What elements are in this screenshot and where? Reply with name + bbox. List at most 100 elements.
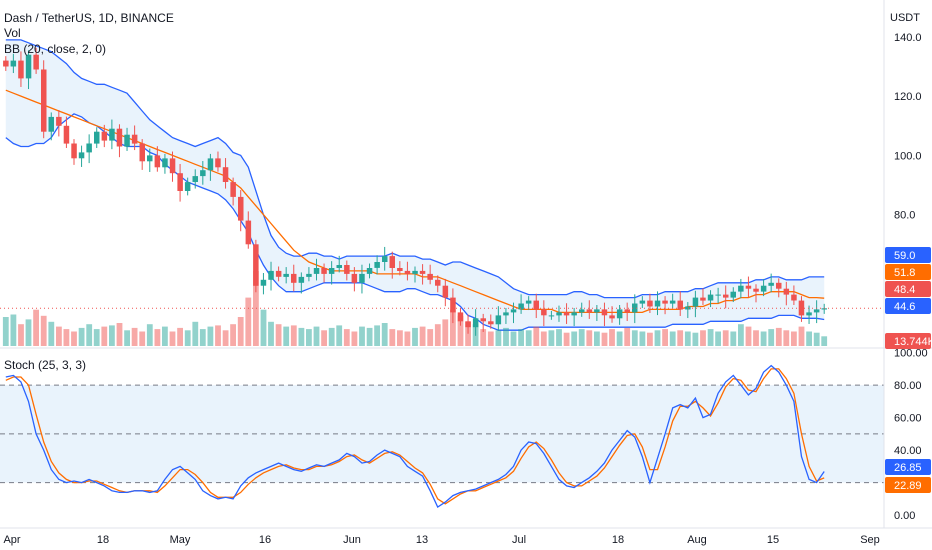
candle-body: [488, 321, 494, 325]
volume-bar: [450, 309, 456, 346]
volume-bar: [237, 317, 244, 346]
candle-body: [169, 158, 176, 174]
candle-body: [624, 309, 630, 313]
price-badge-bg: [885, 247, 931, 263]
candle-body: [806, 312, 812, 316]
candle-body: [313, 268, 320, 274]
candle-body: [86, 143, 92, 153]
volume-bar: [465, 321, 471, 346]
stoch-legend[interactable]: Stoch (25, 3, 3): [4, 358, 87, 372]
volume-bar: [321, 330, 327, 346]
candle-body: [518, 303, 524, 310]
volume-bar: [154, 329, 161, 346]
price-badge-bg: [885, 281, 931, 297]
bb-fill: [5, 39, 825, 331]
volume-bar: [775, 327, 782, 346]
candle-body: [556, 312, 562, 316]
stoch-tick-label: 0.00: [894, 510, 915, 522]
volume-bar: [116, 323, 123, 346]
volume-bar: [199, 329, 206, 346]
stoch-tick-label: 80.00: [894, 380, 922, 392]
candle-body: [230, 182, 236, 197]
volume-bar: [700, 330, 706, 346]
volume-bar: [594, 331, 600, 346]
volume-bar: [434, 324, 441, 346]
time-tick-label: 18: [97, 534, 109, 546]
volume-bar: [366, 327, 373, 346]
candle-body: [328, 268, 335, 274]
volume-bar: [419, 326, 426, 346]
volume-bar: [207, 326, 214, 346]
volume-bar: [381, 323, 388, 346]
candle-body: [723, 294, 729, 298]
price-badge: 48.4: [894, 284, 915, 296]
stoch-k-line: [5, 364, 825, 508]
volume-bar: [806, 331, 812, 346]
candle-body: [707, 294, 714, 301]
volume-bar: [427, 329, 434, 346]
volume-bar: [351, 331, 358, 346]
volume-bar: [639, 331, 646, 346]
volume-bar: [586, 330, 593, 346]
time-tick-label: May: [170, 534, 191, 546]
volume-bar: [86, 324, 93, 346]
volume-legend[interactable]: Vol: [4, 26, 21, 40]
volume-bar: [412, 327, 418, 346]
stoch-tick-label: 100.00: [894, 348, 928, 360]
volume-bar: [40, 315, 47, 346]
volume-bar: [109, 325, 115, 346]
volume-bar: [684, 331, 691, 346]
price-pane[interactable]: [0, 39, 884, 336]
candle-body: [139, 143, 145, 162]
candle-body: [344, 265, 350, 274]
candle-body: [154, 155, 161, 168]
candle-body: [427, 273, 433, 280]
candle-body: [525, 300, 532, 304]
candle-body: [200, 170, 206, 177]
candle-body: [404, 270, 411, 274]
volume-bar: [33, 309, 39, 346]
candle-body: [162, 158, 168, 168]
stoch-badge-bg: [885, 459, 931, 475]
volume-bar: [821, 336, 828, 346]
candle-body: [745, 285, 752, 289]
bb-legend[interactable]: BB (20, close, 2, 0): [4, 42, 107, 56]
volume-bar: [260, 309, 267, 346]
time-tick-label: Jul: [512, 534, 526, 546]
volume-bar: [798, 326, 805, 346]
symbol-legend[interactable]: Dash / TetherUS, 1D, BINANCE: [4, 11, 174, 25]
time-tick-label: 13: [416, 534, 428, 546]
volume-bar: [184, 330, 191, 346]
candle-body: [419, 270, 426, 274]
price-tick-label: 100.0: [894, 150, 922, 162]
stoch-tick-label: 40.00: [894, 445, 922, 457]
candle-body: [798, 300, 805, 316]
volume-bar: [169, 331, 176, 346]
candle-body: [321, 268, 327, 274]
time-tick-label: Apr: [3, 534, 20, 546]
candle-body: [298, 276, 305, 283]
candle-body: [56, 116, 62, 126]
volume-bar: [525, 330, 532, 346]
volume-bar: [298, 327, 305, 346]
candle-body: [738, 285, 744, 292]
volume-bar: [533, 326, 540, 346]
time-tick-label: 18: [612, 534, 624, 546]
candle-body: [147, 155, 153, 162]
volume-bar: [768, 329, 775, 346]
candle-body: [177, 173, 183, 191]
stoch-pane[interactable]: [0, 364, 884, 508]
price-badge: 59.0: [894, 250, 915, 262]
volume-bar: [222, 330, 229, 346]
candle-body: [94, 131, 100, 144]
volume-bar: [124, 330, 130, 346]
candle-body: [268, 270, 274, 280]
volume-bar: [609, 329, 615, 346]
candle-body: [662, 300, 668, 304]
candle-body: [374, 262, 380, 268]
candle-body: [306, 273, 312, 277]
candle-body: [563, 312, 570, 316]
volume-bar: [791, 331, 797, 346]
volume-bar: [563, 332, 570, 346]
